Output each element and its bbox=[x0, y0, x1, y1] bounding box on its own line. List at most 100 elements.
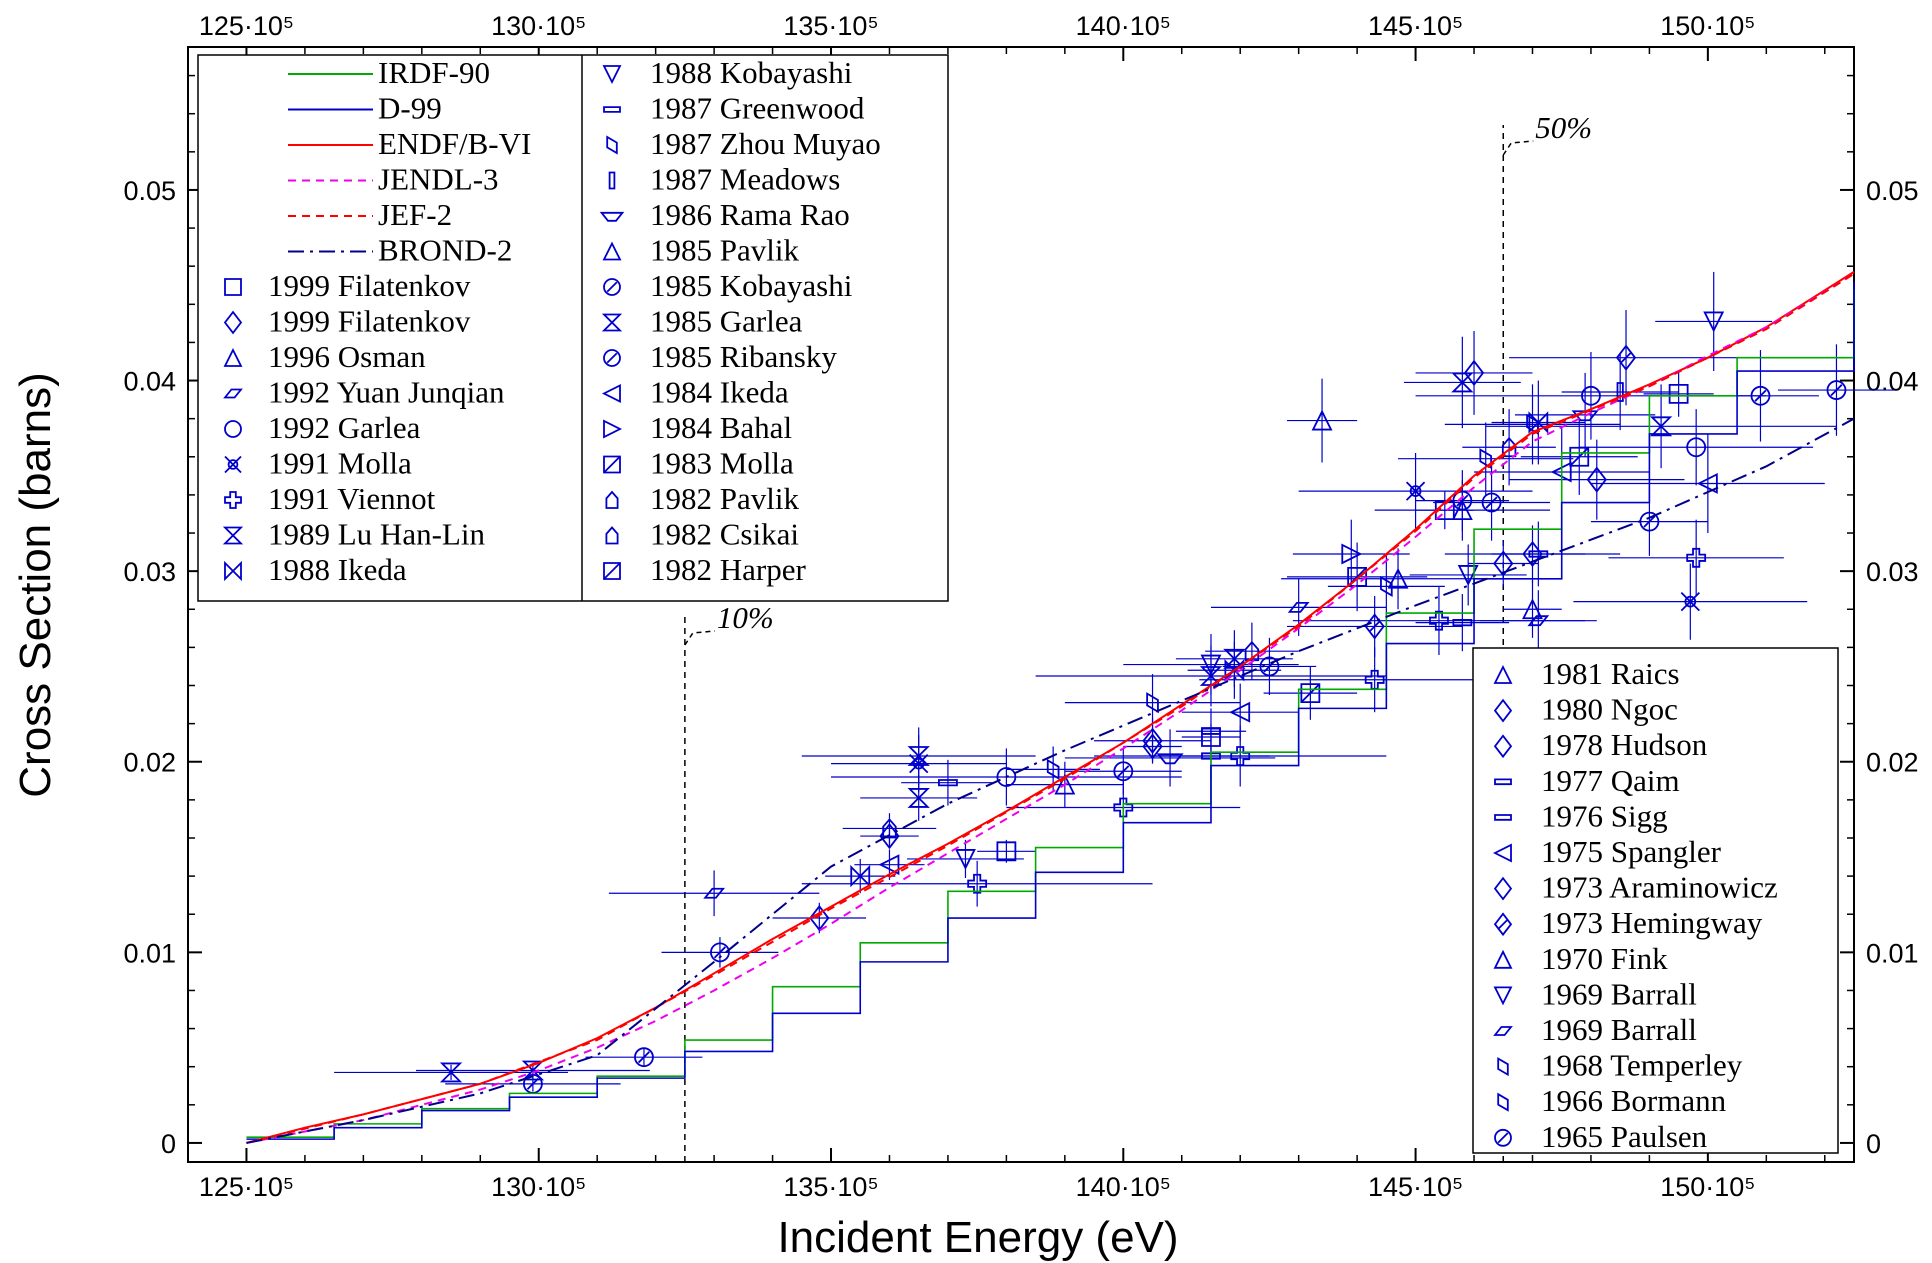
marker-flask bbox=[1311, 409, 1333, 431]
legend-label: 1987 Zhou Muyao bbox=[650, 126, 881, 161]
marker-bump bbox=[1528, 550, 1549, 558]
marker-shape bbox=[1493, 912, 1513, 937]
marker-shape bbox=[1522, 598, 1543, 620]
series-brond-2 bbox=[246, 417, 1855, 1144]
legend-label: 1969 Barrall bbox=[1541, 976, 1697, 1011]
marker-tri-left bbox=[1229, 701, 1251, 723]
x-tick-label: 145·10⁵ bbox=[1368, 1172, 1463, 1202]
marker-shape bbox=[603, 278, 621, 296]
marker-diamond-slash bbox=[1615, 344, 1637, 371]
marker-house bbox=[605, 490, 619, 509]
y-tick-label-right: 0.03 bbox=[1866, 557, 1919, 587]
legend-label: 1999 Filatenkov bbox=[268, 304, 471, 339]
marker-star-shape bbox=[907, 746, 930, 766]
marker-shape bbox=[1528, 411, 1549, 434]
marker-shape bbox=[1493, 1026, 1513, 1036]
marker-diamond bbox=[223, 310, 243, 335]
marker-bump bbox=[1494, 778, 1512, 786]
marker-slash-circle-b bbox=[603, 349, 621, 367]
marker-shape bbox=[955, 849, 976, 870]
marker-hourglass bbox=[907, 788, 930, 808]
marker-slash-circle-b bbox=[1452, 490, 1473, 511]
legend-label: 1981 Raics bbox=[1541, 656, 1680, 691]
marker-shape bbox=[1244, 640, 1260, 662]
marker-flag-l bbox=[606, 135, 618, 155]
marker-shape bbox=[602, 241, 622, 261]
marker-shape bbox=[1429, 610, 1449, 631]
marker-shape bbox=[1494, 814, 1512, 821]
x-tick-label: 140·10⁵ bbox=[1076, 1172, 1171, 1202]
marker-shape bbox=[1498, 919, 1508, 929]
marker-shape bbox=[996, 767, 1017, 787]
marker-star-shape bbox=[1649, 416, 1673, 437]
marker-bar-h bbox=[1452, 619, 1473, 627]
marker-shape bbox=[1703, 311, 1725, 333]
marker-shape bbox=[1387, 567, 1409, 589]
legend-label: 1999 Filatenkov bbox=[268, 268, 471, 303]
marker-shape bbox=[224, 455, 242, 474]
marker-square bbox=[1668, 383, 1689, 404]
marker-shape bbox=[1457, 565, 1479, 586]
marker-shape bbox=[224, 491, 242, 509]
marker-shape bbox=[878, 854, 900, 876]
marker-diamond-slash bbox=[1364, 613, 1385, 640]
marker-triple bbox=[602, 241, 622, 261]
x-tick-label: 135·10⁵ bbox=[783, 1172, 878, 1202]
marker-shape bbox=[1199, 666, 1223, 686]
marker-shape bbox=[608, 171, 616, 190]
marker-shape bbox=[1201, 752, 1221, 760]
marker-shape bbox=[603, 349, 621, 367]
marker-triangle-down bbox=[602, 65, 622, 85]
marker-shape bbox=[1369, 621, 1380, 632]
marker-shape bbox=[601, 313, 623, 332]
marker-plus-thick bbox=[967, 873, 988, 894]
annotation-leader bbox=[1502, 140, 1534, 156]
marker-x-circle bbox=[224, 455, 242, 474]
marker-shield bbox=[1244, 640, 1260, 662]
y-tick-label: 0.05 bbox=[123, 176, 176, 206]
marker-tri-right bbox=[603, 419, 623, 439]
marker-shape bbox=[1156, 753, 1184, 765]
y-axis-title: Cross Section (barns) bbox=[11, 372, 60, 797]
marker-shape bbox=[710, 942, 730, 963]
marker-tee bbox=[1201, 752, 1221, 760]
marker-shape bbox=[1696, 473, 1718, 494]
marker-hourglass bbox=[222, 526, 244, 545]
legend-label: 1976 Sigg bbox=[1541, 798, 1668, 833]
legend-label: 1987 Meadows bbox=[650, 162, 840, 197]
legend-label: 1968 Temperley bbox=[1541, 1048, 1743, 1083]
legend-label: 1975 Spangler bbox=[1541, 834, 1722, 869]
legend-label: 1980 Ngoc bbox=[1541, 692, 1678, 727]
marker-shape bbox=[1463, 359, 1485, 387]
marker-shape bbox=[1492, 843, 1512, 863]
legend-label: 1992 Yuan Junqian bbox=[268, 375, 505, 410]
marker-shape bbox=[1684, 595, 1697, 608]
plot-frame bbox=[187, 46, 1855, 1163]
series-jef-2 bbox=[246, 272, 1855, 1144]
marker-diamond-c bbox=[1493, 734, 1513, 759]
marker-shape bbox=[1830, 384, 1843, 397]
marker-funnel bbox=[1493, 986, 1513, 1006]
marker-bar-h bbox=[603, 106, 621, 113]
marker-shape bbox=[601, 384, 621, 403]
marker-funnel bbox=[955, 849, 976, 870]
legend-label: 1985 Kobayashi bbox=[650, 268, 853, 303]
marker-square-slash bbox=[603, 455, 621, 474]
marker-flag-r bbox=[1380, 575, 1393, 597]
legend-label: 1989 Lu Han-Lin bbox=[268, 517, 485, 552]
marker-shape bbox=[1581, 385, 1601, 406]
legend-label: 1988 Kobayashi bbox=[650, 55, 853, 90]
marker-shape bbox=[1497, 1057, 1509, 1077]
marker-circle bbox=[1581, 385, 1601, 406]
marker-shape bbox=[637, 1051, 650, 1064]
marker-hourglass bbox=[439, 1062, 463, 1083]
marker-shape bbox=[1494, 778, 1512, 786]
legend-label: 1982 Pavlik bbox=[650, 481, 799, 516]
marker-bowtie bbox=[1528, 411, 1549, 434]
marker-flask bbox=[1493, 949, 1513, 969]
marker-tri-left-b bbox=[1492, 843, 1512, 863]
legend-label: 1969 Barrall bbox=[1541, 1012, 1697, 1047]
marker-funnel bbox=[1457, 565, 1479, 586]
marker-shape bbox=[1616, 382, 1624, 402]
